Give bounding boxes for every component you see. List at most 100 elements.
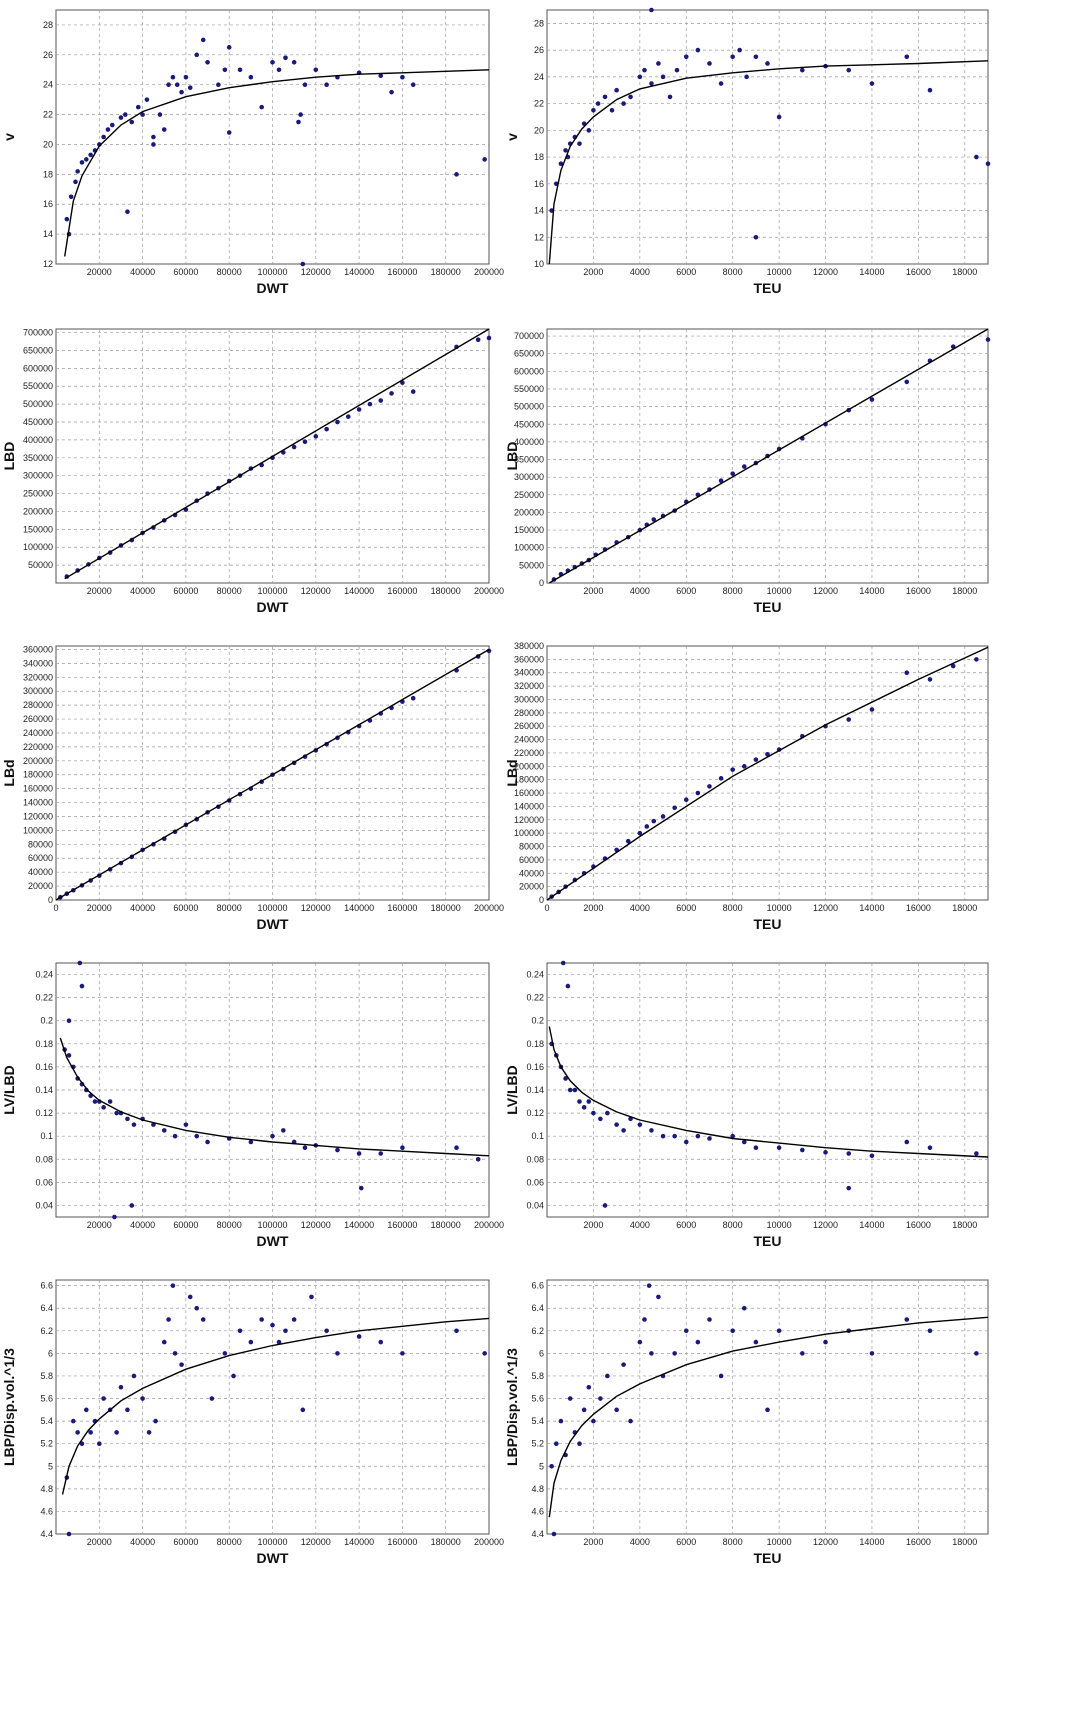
y-tick-label: 300000 <box>514 694 544 704</box>
y-tick-label: 26 <box>534 45 544 55</box>
y-tick-label: 0.18 <box>526 1039 544 1049</box>
y-tick-label: 5.6 <box>40 1394 53 1404</box>
x-axis-label: DWT <box>257 599 289 615</box>
fit-curve <box>548 60 989 265</box>
data-point <box>157 112 163 117</box>
data-point <box>741 464 747 469</box>
data-point <box>985 161 991 167</box>
y-tick-label: 0.06 <box>526 1177 544 1187</box>
data-point <box>345 414 351 419</box>
data-point <box>140 112 145 117</box>
data-point <box>904 54 910 60</box>
data-point <box>84 1407 89 1413</box>
data-point <box>753 1145 759 1151</box>
y-tick-label: 0 <box>539 578 544 588</box>
data-point <box>144 97 150 102</box>
x-tick-label: 18000 <box>952 1220 977 1230</box>
x-tick-label: 80000 <box>217 1537 242 1547</box>
x-tick-label: 40000 <box>130 586 155 596</box>
y-tick-label: 650000 <box>514 349 544 359</box>
x-tick-label: 8000 <box>723 1537 743 1547</box>
y-tick-label: 200000 <box>23 506 53 516</box>
data-point <box>88 1430 93 1435</box>
data-point <box>296 119 301 125</box>
data-point <box>179 89 184 95</box>
y-tick-label: 400000 <box>514 437 544 447</box>
data-point <box>753 234 759 240</box>
data-point <box>637 1122 643 1127</box>
data-point <box>591 1418 596 1424</box>
data-point <box>602 1203 608 1208</box>
data-point <box>378 73 384 79</box>
y-tick-label: 600000 <box>514 366 544 376</box>
data-point <box>400 380 405 385</box>
fit-curve <box>64 328 490 580</box>
data-point <box>927 1328 933 1334</box>
fit-curve <box>55 648 490 901</box>
data-point <box>122 112 128 117</box>
y-tick-label: 320000 <box>23 672 53 682</box>
data-point <box>276 67 282 73</box>
y-tick-label: 600000 <box>23 363 53 373</box>
data-point <box>904 1139 910 1145</box>
data-point <box>558 1418 564 1424</box>
data-point <box>985 337 991 342</box>
y-axis-label: LBd <box>1 759 17 786</box>
data-point <box>651 517 657 522</box>
data-point <box>707 61 712 66</box>
data-point <box>302 1145 308 1151</box>
data-point <box>400 1145 405 1151</box>
y-tick-label: 180000 <box>23 770 53 780</box>
x-tick-label: 6000 <box>676 903 696 913</box>
y-tick-label: 500000 <box>23 399 53 409</box>
data-point <box>642 1317 647 1322</box>
data-point <box>730 54 735 60</box>
x-tick-label: 160000 <box>387 903 417 913</box>
y-tick-label: 0.22 <box>526 993 544 1003</box>
data-point <box>649 1351 654 1356</box>
y-tick-label: 150000 <box>23 524 53 534</box>
data-point <box>904 1317 910 1322</box>
data-point <box>270 59 275 65</box>
data-point <box>161 127 167 132</box>
data-point <box>259 1317 264 1322</box>
y-tick-label: 0.14 <box>526 1085 544 1095</box>
y-tick-label: 700000 <box>514 331 544 341</box>
y-tick-label: 260000 <box>23 714 53 724</box>
y-tick-label: 0.04 <box>35 1200 53 1210</box>
data-point <box>651 818 657 824</box>
data-point <box>400 1351 405 1356</box>
y-tick-label: 0.1 <box>40 1131 53 1141</box>
data-point <box>904 670 910 676</box>
data-point <box>614 1407 619 1413</box>
y-tick-label: 550000 <box>23 381 53 391</box>
data-point <box>118 1384 124 1390</box>
x-tick-label: 10000 <box>767 1537 792 1547</box>
data-point <box>68 194 74 200</box>
y-tick-label: 6.2 <box>531 1326 544 1336</box>
x-tick-label: 40000 <box>130 267 155 277</box>
x-tick-label: 80000 <box>217 903 242 913</box>
data-point <box>172 1133 178 1139</box>
x-tick-label: 200000 <box>474 1220 504 1230</box>
data-point <box>378 1339 384 1345</box>
data-point <box>660 74 666 80</box>
data-point <box>194 1305 200 1311</box>
data-point <box>475 337 481 343</box>
data-point <box>621 101 626 106</box>
x-tick-label: 4000 <box>630 903 650 913</box>
y-tick-label: 320000 <box>514 681 544 691</box>
data-point <box>800 1351 805 1356</box>
fit-curve <box>548 328 989 584</box>
data-point <box>741 1305 747 1311</box>
x-tick-label: 160000 <box>387 1220 417 1230</box>
fit-curve <box>546 646 989 901</box>
data-point <box>88 152 93 158</box>
y-tick-label: 18 <box>43 169 53 179</box>
data-point <box>482 1351 487 1356</box>
data-point <box>291 59 297 65</box>
data-point <box>846 67 852 73</box>
